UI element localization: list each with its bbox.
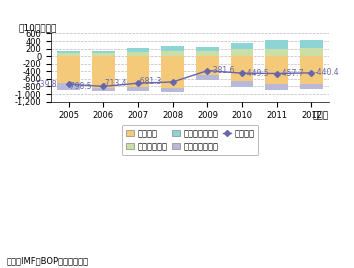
Bar xyxy=(266,49,288,56)
Bar xyxy=(92,51,115,53)
Text: -713.4: -713.4 xyxy=(102,79,127,88)
Bar xyxy=(57,83,80,90)
Bar xyxy=(92,53,115,56)
Bar xyxy=(57,51,80,53)
Bar xyxy=(161,88,184,92)
Bar xyxy=(231,43,253,50)
Bar xyxy=(266,40,288,49)
Bar xyxy=(300,56,323,84)
Bar xyxy=(161,56,184,88)
Bar xyxy=(300,48,323,56)
Bar xyxy=(161,51,184,56)
Bar xyxy=(127,87,149,91)
Bar xyxy=(266,84,288,90)
Bar xyxy=(231,50,253,56)
Text: -798.5: -798.5 xyxy=(68,82,92,91)
Bar xyxy=(196,47,219,51)
Text: -739.8: -739.8 xyxy=(33,80,58,89)
Bar xyxy=(231,81,253,87)
Text: １10億ドル）: １10億ドル） xyxy=(18,23,56,32)
Text: 資料：IMF「BOP」から作成。: 資料：IMF「BOP」から作成。 xyxy=(7,256,89,265)
Text: -440.4: -440.4 xyxy=(314,68,339,77)
Text: （年）: （年） xyxy=(313,111,329,120)
Bar xyxy=(92,88,115,91)
Bar xyxy=(196,75,219,80)
Bar xyxy=(127,52,149,56)
Bar xyxy=(57,53,80,56)
Bar xyxy=(196,56,219,75)
Bar xyxy=(127,56,149,87)
Bar xyxy=(266,56,288,84)
Bar xyxy=(300,40,323,48)
Legend: 賝易収支, サービス収支, 第一次所得収支, 第二次所得収支, 経常収支: 賝易収支, サービス収支, 第一次所得収支, 第二次所得収支, 経常収支 xyxy=(122,125,258,155)
Bar xyxy=(196,51,219,56)
Bar xyxy=(127,48,149,52)
Bar xyxy=(231,56,253,81)
Bar xyxy=(57,56,80,83)
Text: -681.3: -681.3 xyxy=(137,77,162,87)
Bar xyxy=(161,46,184,51)
Bar xyxy=(92,56,115,88)
Text: -449.5: -449.5 xyxy=(245,69,269,78)
Text: -381.6: -381.6 xyxy=(210,66,235,75)
Bar xyxy=(300,84,323,89)
Text: -457.7: -457.7 xyxy=(280,69,304,78)
